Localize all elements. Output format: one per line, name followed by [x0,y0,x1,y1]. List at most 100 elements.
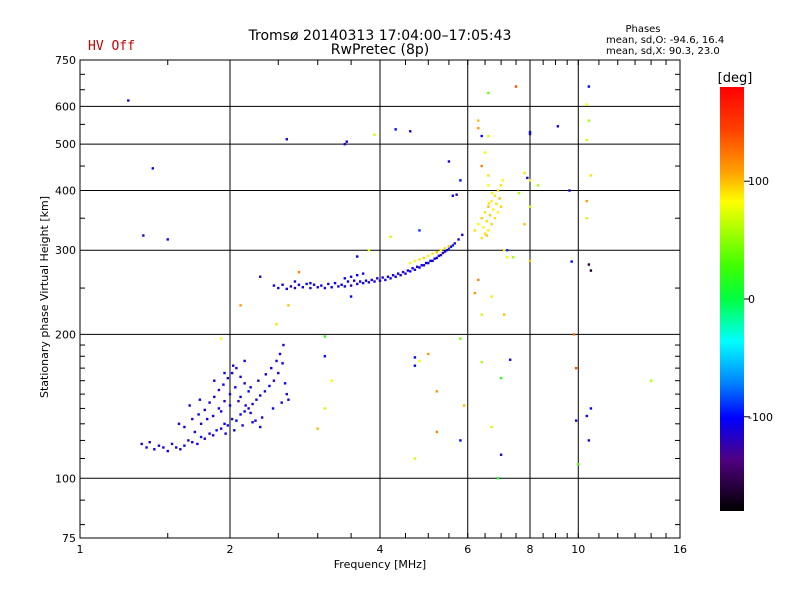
data-point [148,440,151,444]
data-point [367,249,371,252]
data-point [330,379,333,382]
data-point [498,197,501,200]
data-point [239,304,242,307]
x-tick-label: 2 [227,543,234,556]
data-point [477,223,480,226]
data-point [391,273,395,277]
data-point [355,273,359,277]
data-point [396,272,400,275]
data-point [213,379,216,382]
data-point [427,254,430,258]
data-point [275,323,278,326]
data-point [208,401,211,404]
data-point [528,259,532,263]
data-point [364,279,368,282]
data-point [166,449,169,453]
data-point [235,366,238,370]
data-point [349,284,353,287]
data-point [309,286,312,290]
data-point [355,255,359,258]
data-point [495,202,498,206]
data-point [285,287,288,291]
data-point [281,362,284,365]
data-point [323,407,327,410]
data-point [215,429,218,432]
data-point [281,283,284,286]
data-point [255,398,258,401]
data-point [587,85,591,88]
data-point [162,446,165,449]
data-point [429,259,432,263]
data-point [480,134,483,138]
data-point [431,252,434,255]
data-point [570,260,573,263]
data-point [349,295,353,298]
colorbar-tick-label: 0 [748,293,755,306]
data-point [536,184,540,187]
data-point [487,174,490,177]
data-point [496,477,500,480]
data-point [373,280,376,283]
data-point [485,220,488,223]
data-point [323,335,327,338]
data-point [219,337,223,340]
data-point [401,270,405,274]
data-point [243,382,246,385]
data-point [511,256,515,259]
colorbar-tick-label: -100 [748,411,773,424]
data-point [413,268,417,271]
y-tick-label: 75 [62,532,76,545]
data-point [264,373,268,376]
data-point [272,379,276,382]
data-point [491,191,494,195]
data-point [278,352,282,356]
data-point [340,283,343,286]
data-point [213,395,216,399]
data-point [309,281,312,285]
data-point [270,366,273,370]
data-point [587,263,591,266]
data-point [585,414,588,418]
data-point [228,392,232,396]
hv-status-label: HV Off [88,39,135,54]
data-point [439,253,443,257]
data-point [222,383,225,386]
colorbar-ticks: 100 0 -100 [744,175,773,424]
data-point [459,337,462,340]
data-point [487,205,490,208]
data-point [435,256,438,260]
data-point [477,126,480,130]
data-point [243,410,246,413]
data-point [191,417,194,421]
data-point [496,189,500,192]
data-point [151,167,155,170]
data-point [585,138,588,142]
data-point [487,229,490,232]
data-point [477,119,480,122]
data-point [409,261,412,265]
y-tick-label: 400 [55,184,76,197]
data-point [193,430,197,434]
data-point [585,103,588,106]
data-point [589,407,593,410]
data-point [235,419,238,422]
data-point [183,444,186,447]
data-point [260,416,264,419]
data-point [249,411,252,415]
data-point [459,179,462,182]
data-point [394,275,397,278]
data-point [499,184,503,187]
data-point [233,429,236,432]
data-point [234,386,237,389]
data-point [337,285,340,288]
data-point [528,132,532,136]
x-tick-label: 6 [464,543,471,556]
data-point [572,333,576,336]
data-point [153,448,156,451]
data-point [447,244,451,248]
data-point [443,250,447,253]
data-point [455,193,458,196]
colorbar-unit-label: [deg] [718,71,753,86]
data-point [203,408,206,412]
data-point [275,359,278,363]
